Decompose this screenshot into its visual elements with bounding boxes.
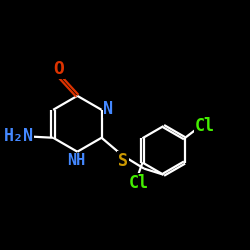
Text: Cl: Cl — [195, 117, 215, 135]
Text: N: N — [103, 100, 113, 117]
Text: S: S — [118, 152, 128, 170]
Text: H₂N: H₂N — [4, 127, 34, 145]
Text: Cl: Cl — [129, 174, 149, 192]
Text: NH: NH — [67, 154, 85, 168]
Text: O: O — [53, 60, 64, 78]
